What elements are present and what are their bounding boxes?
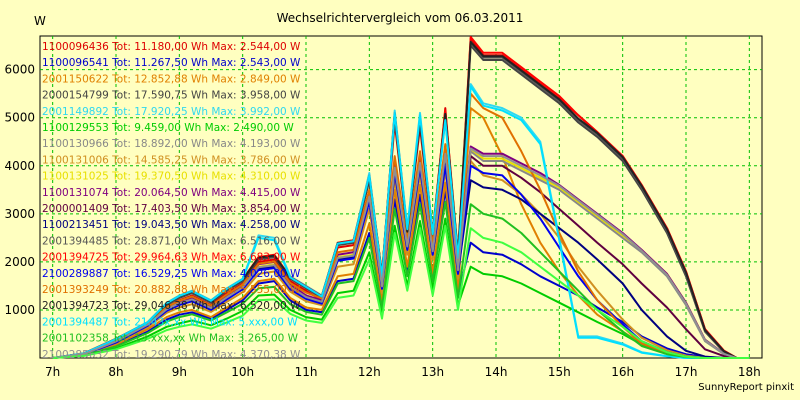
x-tick-label: 16h [611, 365, 634, 379]
legend-entry: 1100131006 Tot: 14.585,25 Wh Max: 3.786,… [42, 154, 301, 166]
x-tick-label: 7h [45, 365, 60, 379]
y-tick-label: 3000 [4, 207, 35, 221]
x-tick-label: 9h [172, 365, 187, 379]
x-tick-label: 18h [738, 365, 761, 379]
chart-title: Wechselrichtervergleich vom 06.03.2011 [276, 11, 524, 25]
series-line [52, 164, 750, 359]
series-line [52, 85, 750, 359]
y-axis-unit-label: W [34, 14, 46, 28]
y-tick-label: 4000 [4, 159, 35, 173]
series-line [52, 224, 750, 359]
legend-entry: 1100131025 Tot: 19.370,50 Wh Max: 4.310,… [42, 171, 301, 183]
x-tick-label: 17h [675, 365, 698, 379]
y-tick-label: 1000 [4, 303, 35, 317]
legend-entry: 2001394485 Tot: 28.871,00 Wh Max: 6.516,… [42, 235, 301, 247]
legend-entry: 2001102358 Tot: 13.xxx,xx Wh Max: 3.265,… [42, 333, 299, 345]
series-line [52, 200, 750, 359]
x-tick-label: 12h [358, 365, 381, 379]
x-tick-label: 13h [421, 365, 444, 379]
legend-entry: 2100285632 Tot: 19.290,79 Wh Max: 4.370,… [42, 349, 301, 361]
legend-entry: 2000001409 Tot: 17.403,50 Wh Max: 3.854,… [42, 203, 301, 215]
legend-entry: 2000154799 Tot: 17.590,75 Wh Max: 3.958,… [42, 90, 301, 102]
x-tick-label: 14h [485, 365, 508, 379]
x-tick-label: 8h [108, 365, 123, 379]
legend-entry: 2001149892 Tot: 17.920,25 Wh Max: 3.992,… [42, 106, 301, 118]
series-line [52, 147, 750, 359]
legend-entry: 1100131074 Tot: 20.064,50 Wh Max: 4.415,… [42, 187, 301, 199]
y-tick-label: 2000 [4, 255, 35, 269]
legend-entry: 1100213451 Tot: 19.043,50 Wh Max: 4.258,… [42, 219, 301, 231]
y-tick-label: 6000 [4, 63, 35, 77]
legend-entry: 2100289887 Tot: 16.529,25 Wh Max: 4.026,… [42, 268, 301, 280]
credit-label: SunnyReport pinxit [698, 382, 794, 393]
legend-entry: 1100130966 Tot: 18.892,00 Wh Max: 4.193,… [42, 138, 301, 150]
series-line [52, 160, 750, 359]
legend-entry: 2001394723 Tot: 29.046,38 Wh Max: 6.520,… [42, 300, 301, 312]
legend-entry: 1100129553 Tot: 9.459,00 Wh Max: 2.490,0… [42, 122, 294, 134]
x-tick-label: 10h [231, 365, 254, 379]
legend-entry: 2001394725 Tot: 29.964,63 Wh Max: 6.683,… [42, 252, 301, 264]
x-tick-label: 15h [548, 365, 571, 379]
legend-entry: 2001394487 Tot: 21.43x,xx Wh Max: 5.xxx,… [42, 316, 298, 328]
legend-entry: 2001150622 Tot: 12.852,88 Wh Max: 2.849,… [42, 73, 301, 85]
legend-entry: 1100096436 Tot: 11.180,00 Wh Max: 2.544,… [42, 41, 301, 53]
legend-entry: 1100096541 Tot: 11.267,50 Wh Max: 2.543,… [42, 57, 301, 69]
y-tick-label: 5000 [4, 111, 35, 125]
legend-entry: 2001393249 Tot: 20.882,88 Wh Max: 5.555,… [42, 284, 301, 296]
x-tick-label: 11h [295, 365, 318, 379]
